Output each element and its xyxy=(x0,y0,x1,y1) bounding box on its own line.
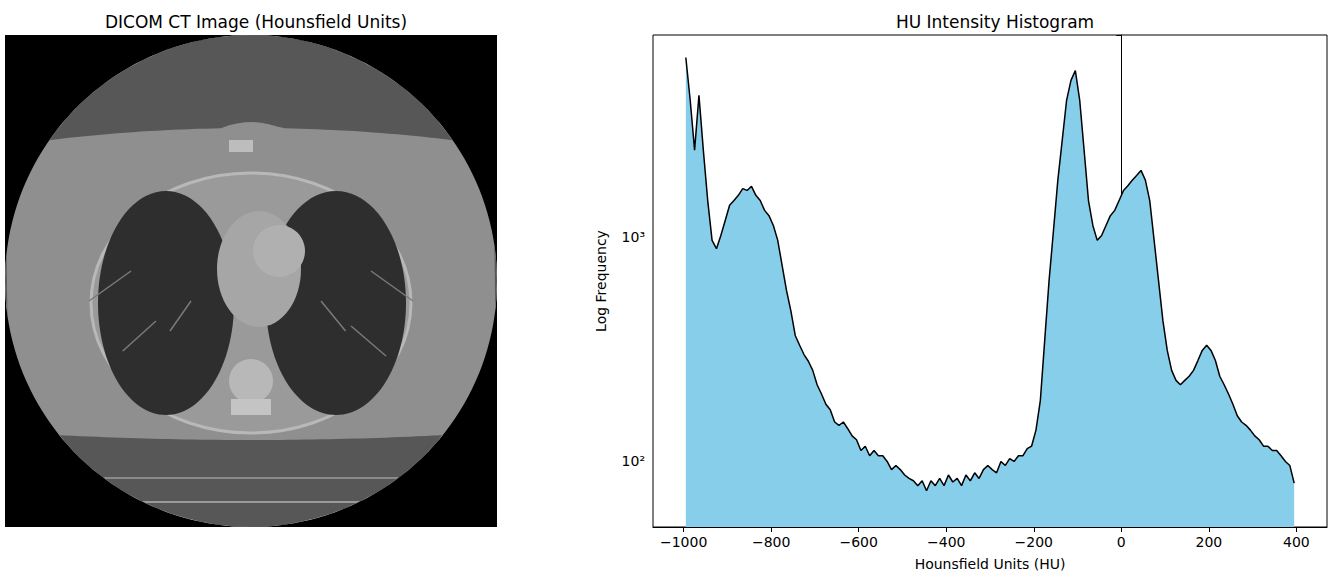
svg-text:DICOM CT Image (Hounsfield Uni: DICOM CT Image (Hounsfield Units) xyxy=(105,12,407,32)
svg-text:400: 400 xyxy=(1283,534,1310,550)
svg-text:0: 0 xyxy=(1117,534,1126,550)
svg-text:10³: 10³ xyxy=(622,229,645,245)
svg-text:−200: −200 xyxy=(1015,534,1053,550)
svg-text:−400: −400 xyxy=(927,534,965,550)
svg-text:200: 200 xyxy=(1195,534,1222,550)
svg-text:Log Frequency: Log Frequency xyxy=(593,230,609,332)
svg-text:−800: −800 xyxy=(752,534,790,550)
svg-text:Hounsfield Units (HU): Hounsfield Units (HU) xyxy=(915,556,1066,572)
svg-text:HU Intensity Histogram: HU Intensity Histogram xyxy=(896,12,1094,32)
svg-text:−1000: −1000 xyxy=(660,534,707,550)
svg-text:10²: 10² xyxy=(622,453,645,469)
svg-text:−600: −600 xyxy=(839,534,877,550)
